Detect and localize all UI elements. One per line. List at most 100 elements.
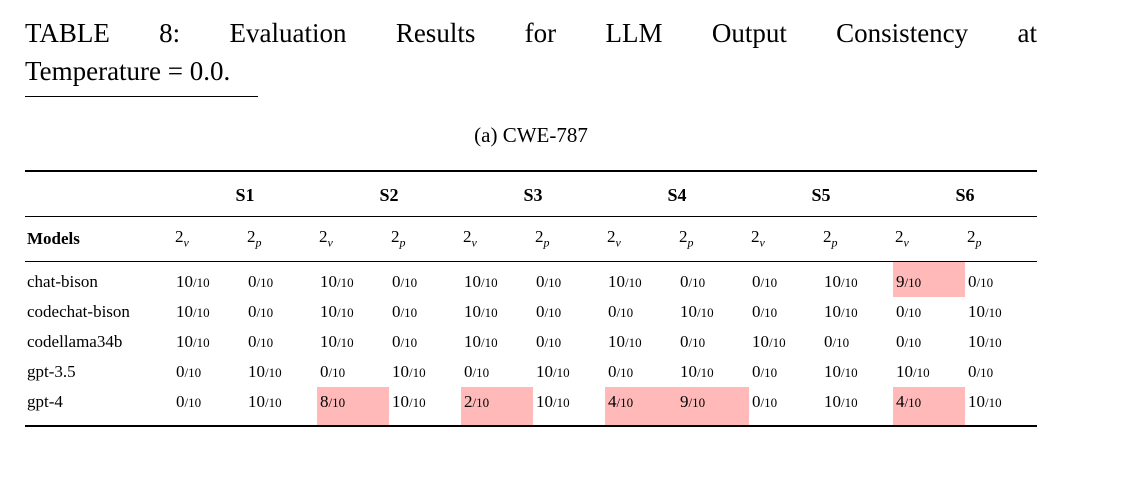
subheader-2p: 2p bbox=[677, 216, 749, 262]
score-cell: 10/10 bbox=[824, 361, 858, 381]
score-cell: 0/10 bbox=[320, 361, 346, 381]
results-table: S1 S2 S3 S4 S5 S6 Models 2v 2p 2v 2p 2v … bbox=[25, 170, 1037, 427]
score-cell: 0/10 bbox=[896, 301, 922, 321]
score-cell: 10/10 bbox=[392, 391, 426, 411]
score-cell: 0/10 bbox=[824, 331, 850, 351]
group-header-row: S1 S2 S3 S4 S5 S6 bbox=[25, 171, 1037, 218]
subheader-2v: 2v bbox=[605, 216, 677, 262]
model-name: chat-bison bbox=[27, 271, 98, 291]
column-header-row: Models 2v 2p 2v 2p 2v 2p 2v 2p 2v 2p 2v … bbox=[25, 216, 1037, 262]
score-cell: 10/10 bbox=[608, 271, 642, 291]
score-cell: 10/10 bbox=[464, 271, 498, 291]
score-cell: 10/10 bbox=[464, 331, 498, 351]
score-cell: 0/10 bbox=[680, 331, 706, 351]
subheader-2v: 2v bbox=[461, 216, 533, 262]
score-cell-highlighted: 2/10 bbox=[461, 386, 533, 426]
subheader-2p: 2p bbox=[245, 216, 317, 262]
score-cell: 10/10 bbox=[176, 331, 210, 351]
score-cell: 0/10 bbox=[536, 301, 562, 321]
score-cell: 10/10 bbox=[968, 301, 1002, 321]
score-cell-highlighted: 4/10 bbox=[893, 386, 965, 426]
table-body: chat-bison 10/10 0/10 10/10 0/10 10/10 0/10 10/… bbox=[25, 261, 1037, 426]
subtable-caption: (a) CWE-787 bbox=[474, 123, 588, 148]
group-header-spacer bbox=[25, 171, 173, 218]
subheader-2v: 2v bbox=[749, 216, 821, 262]
score-cell: 10/10 bbox=[536, 391, 570, 411]
group-header-s5: S5 bbox=[749, 171, 893, 218]
model-name: gpt-4 bbox=[27, 391, 63, 411]
score-cell: 10/10 bbox=[680, 301, 714, 321]
score-cell: 0/10 bbox=[608, 301, 634, 321]
score-cell: 0/10 bbox=[752, 271, 778, 291]
group-header-s4: S4 bbox=[605, 171, 749, 218]
table-row: gpt-3.5 0/10 10/10 0/10 10/10 0/10 10/10 0/10 10… bbox=[25, 357, 1037, 387]
table-row: codechat-bison 10/10 0/10 10/10 0/10 10/10 0/1… bbox=[25, 297, 1037, 327]
score-cell-highlighted: 9/10 bbox=[677, 386, 749, 426]
score-cell: 10/10 bbox=[824, 301, 858, 321]
subheader-2p: 2p bbox=[533, 216, 605, 262]
score-cell: 0/10 bbox=[248, 301, 274, 321]
table-head: S1 S2 S3 S4 S5 S6 Models 2v 2p 2v 2p 2v … bbox=[25, 171, 1037, 262]
model-name: codechat-bison bbox=[27, 301, 130, 321]
score-cell: 0/10 bbox=[248, 271, 274, 291]
table-row: codellama34b 10/10 0/10 10/10 0/10 10/10 0/10 1… bbox=[25, 327, 1037, 357]
caption-line2: Temperature = 0.0. bbox=[25, 54, 259, 98]
score-cell: 10/10 bbox=[320, 271, 354, 291]
caption-line1: TABLE 8: Evaluation Results for LLM Outp… bbox=[25, 18, 1037, 48]
score-cell: 0/10 bbox=[752, 361, 778, 381]
score-cell: 0/10 bbox=[680, 271, 706, 291]
score-cell: 0/10 bbox=[392, 271, 418, 291]
score-cell: 10/10 bbox=[320, 301, 354, 321]
score-cell-highlighted: 8/10 bbox=[317, 386, 389, 426]
score-cell: 0/10 bbox=[896, 331, 922, 351]
score-cell: 10/10 bbox=[464, 301, 498, 321]
table-caption: TABLE 8: Evaluation Results for LLM Outp… bbox=[25, 16, 1037, 98]
score-cell: 10/10 bbox=[752, 331, 786, 351]
table-row: chat-bison 10/10 0/10 10/10 0/10 10/10 0/10 10/… bbox=[25, 261, 1037, 297]
score-cell: 10/10 bbox=[680, 361, 714, 381]
score-cell: 0/10 bbox=[464, 361, 490, 381]
models-header: Models bbox=[25, 216, 173, 262]
score-cell: 10/10 bbox=[824, 271, 858, 291]
subheader-2v: 2v bbox=[173, 216, 245, 262]
score-cell: 10/10 bbox=[968, 391, 1002, 411]
group-header-s1: S1 bbox=[173, 171, 317, 218]
score-cell: 10/10 bbox=[824, 391, 858, 411]
model-name: gpt-3.5 bbox=[27, 361, 76, 381]
subheader-2v: 2v bbox=[893, 216, 965, 262]
score-cell: 0/10 bbox=[176, 391, 202, 411]
score-cell: 10/10 bbox=[320, 331, 354, 351]
score-cell-highlighted: 9/10 bbox=[893, 261, 965, 297]
score-cell: 0/10 bbox=[176, 361, 202, 381]
score-cell: 0/10 bbox=[608, 361, 634, 381]
score-cell: 10/10 bbox=[896, 361, 930, 381]
group-header-s3: S3 bbox=[461, 171, 605, 218]
score-cell: 0/10 bbox=[536, 331, 562, 351]
score-cell: 0/10 bbox=[536, 271, 562, 291]
table-row: gpt-4 0/10 10/10 8/10 10/10 2/10 10/10 4/10 9/10… bbox=[25, 386, 1037, 426]
subheader-2p: 2p bbox=[389, 216, 461, 262]
score-cell: 0/10 bbox=[968, 361, 994, 381]
score-cell: 10/10 bbox=[248, 361, 282, 381]
score-cell: 10/10 bbox=[968, 331, 1002, 351]
score-cell: 0/10 bbox=[392, 331, 418, 351]
score-cell: 10/10 bbox=[536, 361, 570, 381]
subheader-2p: 2p bbox=[965, 216, 1037, 262]
subheader-2v: 2v bbox=[317, 216, 389, 262]
score-cell: 10/10 bbox=[176, 271, 210, 291]
subheader-2p: 2p bbox=[821, 216, 893, 262]
score-cell: 0/10 bbox=[752, 391, 778, 411]
score-cell: 10/10 bbox=[176, 301, 210, 321]
score-cell: 10/10 bbox=[248, 391, 282, 411]
group-header-s2: S2 bbox=[317, 171, 461, 218]
score-cell-highlighted: 4/10 bbox=[605, 386, 677, 426]
score-cell: 0/10 bbox=[752, 301, 778, 321]
score-cell: 0/10 bbox=[968, 271, 994, 291]
caption-line2-wrap: Temperature = 0.0. bbox=[25, 54, 1037, 98]
model-name: codellama34b bbox=[27, 331, 123, 351]
score-cell: 10/10 bbox=[392, 361, 426, 381]
group-header-s6: S6 bbox=[893, 171, 1037, 218]
page: TABLE 8: Evaluation Results for LLM Outp… bbox=[25, 16, 1037, 427]
score-cell: 10/10 bbox=[608, 331, 642, 351]
score-cell: 0/10 bbox=[392, 301, 418, 321]
